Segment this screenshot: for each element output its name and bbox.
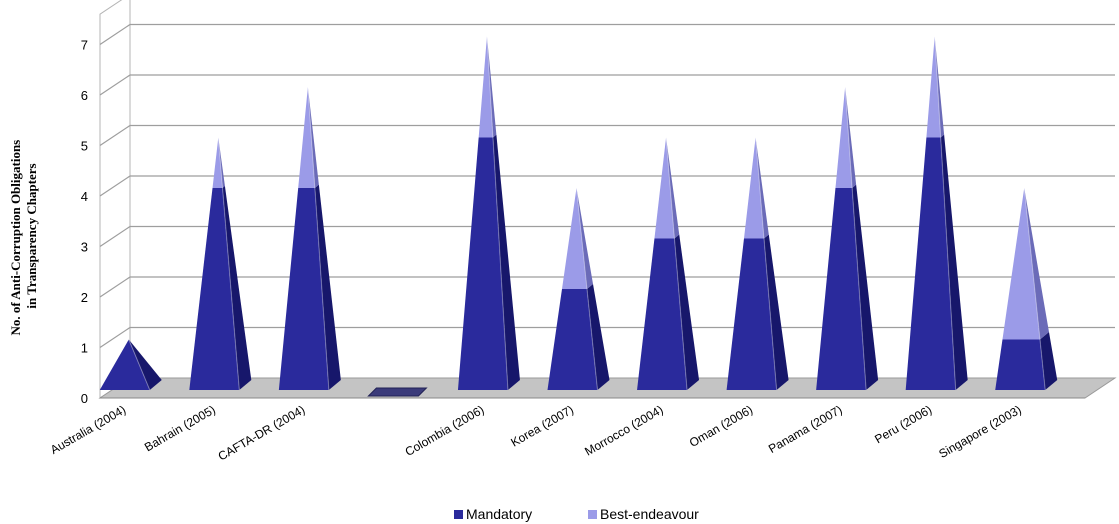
gridline: [99, 124, 1115, 146]
y-tick-label: 7: [81, 38, 88, 53]
bar-zero: [367, 387, 428, 397]
x-tick-label: Bahrain (2005): [142, 402, 218, 454]
x-axis-ticks: Australia (2004) Bahrain (2005)CAFTA-DR (…: [48, 402, 1024, 463]
pyramid-bar: [637, 137, 700, 391]
bar-edge: [844, 86, 867, 391]
bar-segment-best-endeavour: [478, 36, 493, 138]
gridline: [99, 23, 1115, 45]
bar-segment-best-endeavour: [298, 87, 315, 188]
y-tick-label: 4: [81, 189, 88, 204]
bar-segment-best-endeavour: [743, 137, 764, 239]
bar-edge: [217, 137, 240, 391]
gridline: [99, 74, 1115, 96]
y-axis-label-line-2: in Transparency Chapters: [24, 163, 39, 308]
y-tick-label: 1: [81, 341, 88, 356]
bar-side-mandatory: [940, 134, 968, 390]
bar-segment-mandatory: [547, 289, 598, 390]
bar-edge: [486, 36, 509, 391]
bar-edge: [755, 137, 778, 391]
bar-segment-best-endeavour: [926, 36, 941, 138]
bar-side-mandatory: [492, 134, 520, 390]
y-axis-ticks: 0 1 2 3 4 5 6 7: [81, 38, 88, 407]
bar-side-best-endeavour: [486, 36, 497, 138]
pyramid-bar: [457, 36, 520, 391]
bar-side-mandatory: [587, 284, 610, 390]
bar-segment-mandatory: [278, 188, 329, 390]
bar-segment-mandatory: [457, 137, 508, 390]
pyramid-bar: [99, 339, 162, 391]
gridlines: [99, 23, 1115, 348]
y-tick-label: 5: [81, 139, 88, 154]
gridline: [99, 276, 1115, 298]
bar-side-best-endeavour: [666, 137, 680, 239]
bar-side-mandatory: [674, 234, 700, 390]
bar-segment-best-endeavour: [1002, 188, 1040, 340]
bar-segment-mandatory: [189, 188, 240, 390]
bar-side-best-endeavour: [755, 137, 769, 239]
legend-label-best-endeavour: Best-endeavour: [600, 506, 699, 522]
pyramid-bar: [367, 387, 428, 397]
bar-segment-mandatory: [637, 238, 688, 390]
side-wall: [99, 0, 131, 399]
gridline: [99, 326, 1115, 348]
bar-segment-best-endeavour: [562, 188, 587, 289]
pyramid-bar: [726, 137, 789, 391]
bar-side-mandatory: [1039, 332, 1058, 390]
pyramid-bar: [905, 36, 968, 391]
bar-segment-mandatory: [995, 339, 1046, 390]
bar-edge: [307, 86, 330, 391]
bar-segment-mandatory: [726, 238, 777, 390]
gridline: [99, 225, 1115, 247]
legend-swatch-mandatory: [454, 510, 463, 519]
x-tick-label: Colombia (2006): [403, 402, 487, 458]
bar-side-mandatory: [314, 184, 341, 390]
bar-side-best-endeavour: [218, 137, 225, 188]
bar-segment-best-endeavour: [835, 87, 853, 188]
y-axis-label-line-1: No. of Anti-Corruption Obligations: [8, 140, 23, 336]
legend-label-mandatory: Mandatory: [466, 506, 532, 522]
bar-segment-mandatory: [816, 188, 867, 390]
legend-swatch-best-endeavour: [588, 510, 597, 519]
pyramid-bar: [547, 187, 610, 391]
bar-edge: [665, 137, 688, 391]
bar-side-mandatory: [763, 234, 789, 390]
bar-edge: [128, 339, 151, 391]
pyramid-bar: [278, 86, 341, 391]
bar-side-mandatory: [852, 184, 879, 390]
pyramid-bar: [816, 86, 879, 391]
bars: [99, 36, 1058, 397]
bar-side-mandatory: [128, 339, 162, 390]
gridline: [99, 175, 1115, 197]
bar-side-best-endeavour: [934, 36, 945, 138]
y-tick-label: 6: [81, 88, 88, 103]
x-tick-label: Singapore (2003): [936, 402, 1023, 460]
bar-segment-best-endeavour: [212, 137, 223, 188]
x-tick-label: Morrocco (2004): [582, 402, 665, 458]
pyramid-bar: [189, 137, 252, 391]
bar-side-best-endeavour: [576, 188, 593, 289]
bar-edge: [934, 36, 957, 391]
bar-segment-mandatory: [905, 137, 956, 390]
bar-segment-mandatory: [99, 339, 150, 390]
y-axis-label: No. of Anti-Corruption Obligations in Tr…: [8, 137, 39, 336]
bar-side-best-endeavour: [307, 87, 319, 188]
bar-edge: [576, 187, 598, 391]
x-tick-label: Korea (2007): [508, 402, 576, 449]
y-tick-label: 0: [81, 391, 88, 406]
x-tick-label: Peru (2006): [872, 402, 934, 446]
x-tick-label: Panama (2007): [766, 402, 845, 455]
x-tick-label: Australia (2004): [48, 402, 128, 456]
y-tick-label: 3: [81, 240, 88, 255]
bar-segment-best-endeavour: [654, 137, 675, 239]
bar-side-best-endeavour: [1024, 188, 1049, 340]
legend: Mandatory Best-endeavour: [454, 506, 699, 522]
pyramid-bar: [995, 187, 1058, 391]
x-tick-label: CAFTA-DR (2004): [216, 402, 308, 463]
bar-side-mandatory: [222, 186, 252, 390]
bar-side-best-endeavour: [845, 87, 857, 188]
bar-edge: [1023, 187, 1046, 391]
y-tick-label: 2: [81, 290, 88, 305]
x-tick-label: Oman (2006): [687, 402, 755, 449]
